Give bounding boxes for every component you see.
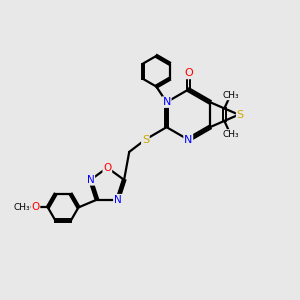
Text: O: O [31, 202, 40, 212]
Text: CH₃: CH₃ [222, 91, 239, 100]
Text: N: N [184, 135, 193, 145]
Text: CH₃: CH₃ [222, 130, 239, 139]
Text: CH₃: CH₃ [13, 203, 30, 212]
Text: O: O [184, 68, 193, 78]
Text: N: N [114, 195, 122, 205]
Text: O: O [103, 163, 111, 173]
Text: N: N [162, 97, 171, 107]
Text: N: N [87, 175, 94, 185]
Text: S: S [142, 134, 149, 145]
Text: S: S [237, 110, 244, 120]
